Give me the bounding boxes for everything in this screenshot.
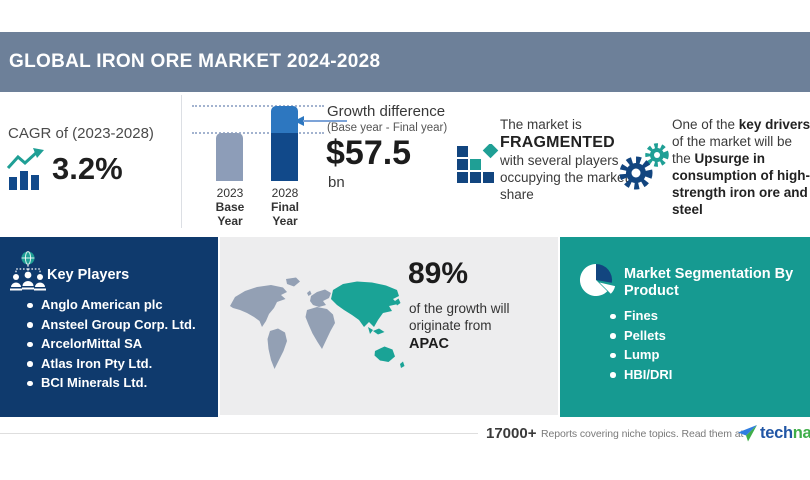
list-item: Ansteel Group Corp. Ltd. (27, 318, 196, 332)
regional-growth-panel: 89% of the growth will originate from AP… (220, 237, 558, 415)
list-item: HBI/DRI (610, 368, 672, 382)
bar-2028-growth-segment (271, 106, 298, 133)
list-item: ArcelorMittal SA (27, 337, 196, 351)
segmentation-title: Market Segmentation By Product (624, 266, 794, 299)
brand-tech: tech (760, 424, 793, 442)
key-driver-b1: key drivers (738, 117, 810, 132)
fragmented-keyword: FRAGMENTED (500, 134, 615, 151)
key-players-list: Anglo American plc Ansteel Group Corp. L… (27, 298, 196, 397)
key-driver-b2: Upsurge in consumption of high-strength … (672, 151, 810, 217)
globe-hierarchy-icon (10, 251, 46, 291)
growth-difference-value: $57.5 (326, 134, 412, 172)
segmentation-panel: Market Segmentation By Product Fines Pel… (560, 237, 810, 417)
footer-tagline: Reports covering niche topics. Read them… (541, 428, 744, 440)
report-count: 17000+ (486, 425, 537, 442)
pie-chart-icon (579, 263, 616, 296)
page-title: GLOBAL IRON ORE MARKET 2024-2028 (9, 51, 381, 72)
list-item: Pellets (610, 329, 672, 343)
growth-difference-unit: bn (328, 174, 345, 191)
bar-2028-base-segment (271, 133, 298, 181)
bar-2023-base-year (216, 133, 243, 181)
base-year-label: Base Year (215, 200, 245, 228)
year-2028: 2028 (271, 186, 299, 200)
list-item: Lump (610, 348, 672, 362)
cagr-value: 3.2% (52, 151, 123, 186)
header-bar: GLOBAL IRON ORE MARKET 2024-2028 (0, 32, 810, 92)
gridline-base-year (192, 132, 324, 134)
list-item: Fines (610, 309, 672, 323)
fragmented-line1: The market is (500, 117, 582, 132)
bar-2028-final-year (271, 106, 298, 181)
section-divider (181, 95, 182, 228)
cagr-label: CAGR of (2023-2028) (8, 125, 154, 142)
list-item: BCI Minerals Ltd. (27, 376, 196, 390)
brand-wordmark: technavio (760, 424, 810, 443)
paper-plane-icon (738, 424, 757, 441)
bar-label-2023: 2023 Base Year (202, 186, 258, 228)
segmentation-list: Fines Pellets Lump HBI/DRI (610, 309, 672, 388)
final-year-label: Final Year (270, 200, 299, 228)
growth-difference-subtitle: (Base year - Final year) (327, 122, 448, 134)
fragmented-line2: with several players occupying the marke… (500, 153, 629, 202)
bar-chart-growth-icon (6, 148, 44, 190)
fragmented-text: The market is FRAGMENTED with several pl… (500, 116, 632, 203)
key-driver-t2: of the market will be the (672, 134, 793, 166)
brand-navio: navio (792, 424, 810, 442)
footer-divider (0, 433, 478, 434)
apac-share-value: 89% (408, 257, 469, 290)
key-players-panel: Key Players Anglo American plc Ansteel G… (0, 237, 218, 417)
gears-icon (619, 143, 669, 190)
world-map (230, 277, 405, 369)
growth-difference-title: Growth difference (327, 103, 446, 120)
list-item: Anglo American plc (27, 298, 196, 312)
growth-arrow-line (303, 120, 347, 122)
bar-label-2028: 2028 Final Year (257, 186, 313, 228)
list-item: Atlas Iron Pty Ltd. (27, 357, 196, 371)
technavio-logo[interactable]: technavio (738, 424, 810, 443)
key-driver-t1: One of the (672, 117, 739, 132)
key-driver-text: One of the key drivers of the market wil… (672, 116, 810, 218)
key-players-title: Key Players (47, 267, 130, 283)
apac-region-label: APAC (409, 336, 450, 352)
growth-arrow-icon (294, 116, 304, 126)
gridline-final-year (192, 105, 324, 107)
year-2023: 2023 (216, 186, 244, 200)
apac-share-text: of the growth will originate from (409, 301, 510, 333)
fragmented-blocks-icon (457, 144, 499, 183)
